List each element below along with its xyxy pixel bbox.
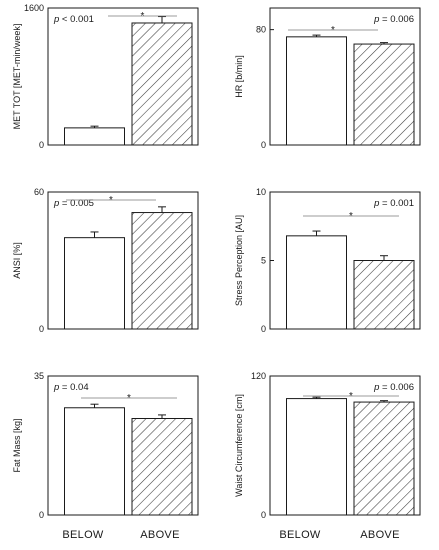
y-tick-label: 120: [251, 371, 266, 381]
bar-below: [64, 237, 125, 330]
y-axis-label: Stress Perception [AU]: [234, 215, 244, 306]
x-label-above-right: ABOVE: [360, 529, 399, 541]
y-tick-label: 80: [256, 25, 266, 35]
x-axis-labels: BELOW ABOVE BELOW ABOVE: [62, 529, 399, 541]
significance-star: *: [331, 25, 335, 36]
y-tick-label: 0: [261, 324, 266, 334]
p-value-label: p = 0.006: [373, 382, 414, 393]
y-tick-label: 10: [256, 187, 266, 197]
significance-star: *: [109, 195, 113, 206]
bar-above: [131, 22, 193, 146]
y-tick-label: 5: [261, 256, 266, 266]
bar-above: [353, 260, 415, 330]
chart-panel-6: 0 120 Waist Circumference [cm] p = 0.006 *: [234, 371, 421, 520]
y-axis-label: MET TOT [MET-min/week]: [12, 24, 22, 130]
y-tick-label: 0: [261, 510, 266, 520]
chart-panel-2: 0 80 HR [b/min] p = 0.006 *: [234, 7, 421, 150]
significance-star: *: [127, 393, 131, 404]
bar-below: [64, 407, 125, 516]
bar-below: [286, 36, 347, 146]
bar-above: [131, 212, 193, 330]
p-value-label: p = 0.006: [373, 14, 414, 25]
bar-below: [286, 398, 347, 516]
chart-panel-3: 0 60 ANSI [%] p = 0.005 *: [12, 187, 199, 334]
p-value-label: p = 0.001: [373, 198, 414, 209]
significance-star: *: [349, 391, 353, 402]
bar-above: [353, 43, 415, 146]
panels: 0 1600 MET TOT [MET-min/week] p < 0.001 * 0 80…: [12, 3, 421, 520]
y-tick-label: 1600: [24, 3, 44, 13]
y-axis-label: Waist Circumference [cm]: [234, 394, 244, 497]
y-tick-label: 0: [39, 324, 44, 334]
significance-star: *: [141, 11, 145, 22]
chart-panel-1: 0 1600 MET TOT [MET-min/week] p < 0.001 *: [12, 3, 199, 150]
p-value-label: p = 0.04: [53, 382, 89, 393]
y-axis-label: ANSI [%]: [12, 242, 22, 279]
bar-below: [64, 127, 125, 146]
x-label-above-left: ABOVE: [140, 529, 179, 541]
p-value-label: p = 0.005: [53, 198, 94, 209]
y-axis-label: Fat Mass [kg]: [12, 418, 22, 472]
x-label-below-right: BELOW: [279, 529, 321, 541]
y-tick-label: 35: [34, 371, 44, 381]
y-axis-label: HR [b/min]: [234, 55, 244, 98]
chart-panel-5: 0 35 Fat Mass [kg] p = 0.04 *: [12, 371, 199, 520]
y-tick-label: 0: [39, 140, 44, 150]
significance-star: *: [349, 211, 353, 222]
bar-above: [353, 401, 415, 516]
chart-panel-4: 0 5 10 Stress Perception [AU] p = 0.001 *: [234, 187, 421, 334]
bar-above: [131, 417, 193, 516]
x-label-below-left: BELOW: [62, 529, 104, 541]
p-value-label: p < 0.001: [53, 14, 94, 25]
bar-below: [286, 235, 347, 330]
y-tick-label: 60: [34, 187, 44, 197]
y-tick-label: 0: [39, 510, 44, 520]
y-tick-label: 0: [261, 140, 266, 150]
